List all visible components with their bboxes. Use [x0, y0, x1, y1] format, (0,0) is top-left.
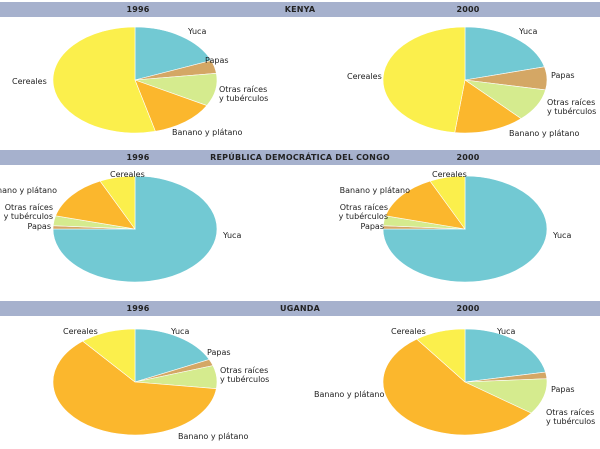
- slice-label-banano-y-platano: Banano y plátano: [314, 390, 384, 399]
- section-header-uganda: 1996 UGANDA 2000: [0, 301, 600, 316]
- slice-label-papas: Papas: [207, 348, 231, 357]
- pie-chart-uganda-1996: Yuca Papas Otras raíces y tubérculos Banano …: [52, 327, 269, 441]
- pie-slice-cereales: [416, 328, 466, 383]
- slice-label-cereales: Cereales: [110, 170, 145, 179]
- pie-slice-yuca: [134, 328, 210, 383]
- slice-label-cereales: Cereales: [432, 170, 467, 179]
- slice-label-otras-raices: Otras raíces y tubérculos: [220, 366, 269, 384]
- pie-slice-cereales: [52, 26, 156, 134]
- slice-label-otras-raices: Otras raíces y tubérculos: [219, 85, 268, 103]
- slice-label-banano-y-platano: Banano y plátano: [0, 186, 57, 195]
- country-title: KENYA: [284, 5, 316, 14]
- pie-slice-cereales: [429, 175, 466, 230]
- slice-label-yuca: Yuca: [170, 327, 189, 336]
- slice-label-yuca: Yuca: [496, 327, 515, 336]
- slice-label-cereales: Cereales: [63, 327, 98, 336]
- year-left-label: 1996: [126, 153, 150, 162]
- pie-slice-yuca: [134, 26, 212, 81]
- slice-label-banano-y-platano: Banano y plátano: [172, 128, 242, 137]
- pie-chart-uganda-2000: Yuca Papas Otras raíces y tubérculos Banano …: [314, 327, 595, 436]
- pie-slice-yuca: [52, 175, 218, 283]
- slice-label-yuca: Yuca: [222, 231, 241, 240]
- slice-label-papas: Papas: [27, 222, 51, 231]
- slice-label-yuca: Yuca: [187, 27, 206, 36]
- slice-label-banano-y-platano: Banano y plátano: [178, 432, 248, 441]
- pie-slice-cereales: [382, 26, 466, 133]
- pie-slice-cereales: [82, 328, 136, 383]
- pie-slice-banano-y-platano: [52, 340, 217, 436]
- pie-slice-banano-y-platano: [55, 180, 136, 230]
- year-right-label: 2000: [456, 153, 480, 162]
- pie-slice-banano-y-platano: [382, 338, 532, 436]
- slice-label-otras-raices: Otras raíces y tubérculos: [547, 98, 596, 116]
- slice-label-papas: Papas: [360, 222, 384, 231]
- slice-label-papas: Papas: [551, 71, 575, 80]
- pie-slice-banano-y-platano: [454, 79, 522, 134]
- slice-label-yuca: Yuca: [552, 231, 571, 240]
- section-header-kenya: 1996 KENYA 2000: [0, 2, 600, 17]
- slice-label-papas: Papas: [551, 385, 575, 394]
- pie-slice-yuca: [464, 26, 545, 81]
- slice-label-papas: Papas: [205, 56, 229, 65]
- year-right-label: 2000: [456, 5, 480, 14]
- slice-label-otras-raices: Otras raíces y tubérculos: [546, 408, 595, 426]
- slice-label-yuca: Yuca: [518, 27, 537, 36]
- slice-label-otras-raices: Otras raíces y tubérculos: [339, 203, 388, 221]
- pie-slice-cereales: [99, 175, 136, 230]
- pie-chart-kenya-1996: Yuca Papas Otras raíces y tubérculos Banano …: [12, 26, 268, 137]
- slice-label-banano-y-platano: Banano y plátano: [509, 129, 579, 138]
- year-left-label: 1996: [126, 304, 150, 313]
- slice-label-cereales: Cereales: [391, 327, 426, 336]
- slice-label-banano-y-platano: Banano y plátano: [340, 186, 410, 195]
- year-right-label: 2000: [456, 304, 480, 313]
- pie-slice-banano-y-platano: [385, 180, 466, 230]
- slice-label-cereales: Cereales: [347, 72, 382, 81]
- pie-slice-yuca: [382, 175, 548, 283]
- country-title: UGANDA: [280, 304, 320, 313]
- section-header-drc: 1996 REPÚBLICA DEMOCRÁTICA DEL CONGO 200…: [0, 150, 600, 165]
- slice-label-cereales: Cereales: [12, 77, 47, 86]
- slice-label-otras-raices: Otras raíces y tubérculos: [4, 203, 53, 221]
- pie-slice-banano-y-platano: [134, 79, 208, 132]
- country-title: REPÚBLICA DEMOCRÁTICA DEL CONGO: [210, 153, 390, 162]
- year-left-label: 1996: [126, 5, 150, 14]
- pie-slice-yuca: [464, 328, 546, 383]
- pie-chart-kenya-2000: Yuca Papas Otras raíces y tubérculos Banano …: [347, 26, 596, 138]
